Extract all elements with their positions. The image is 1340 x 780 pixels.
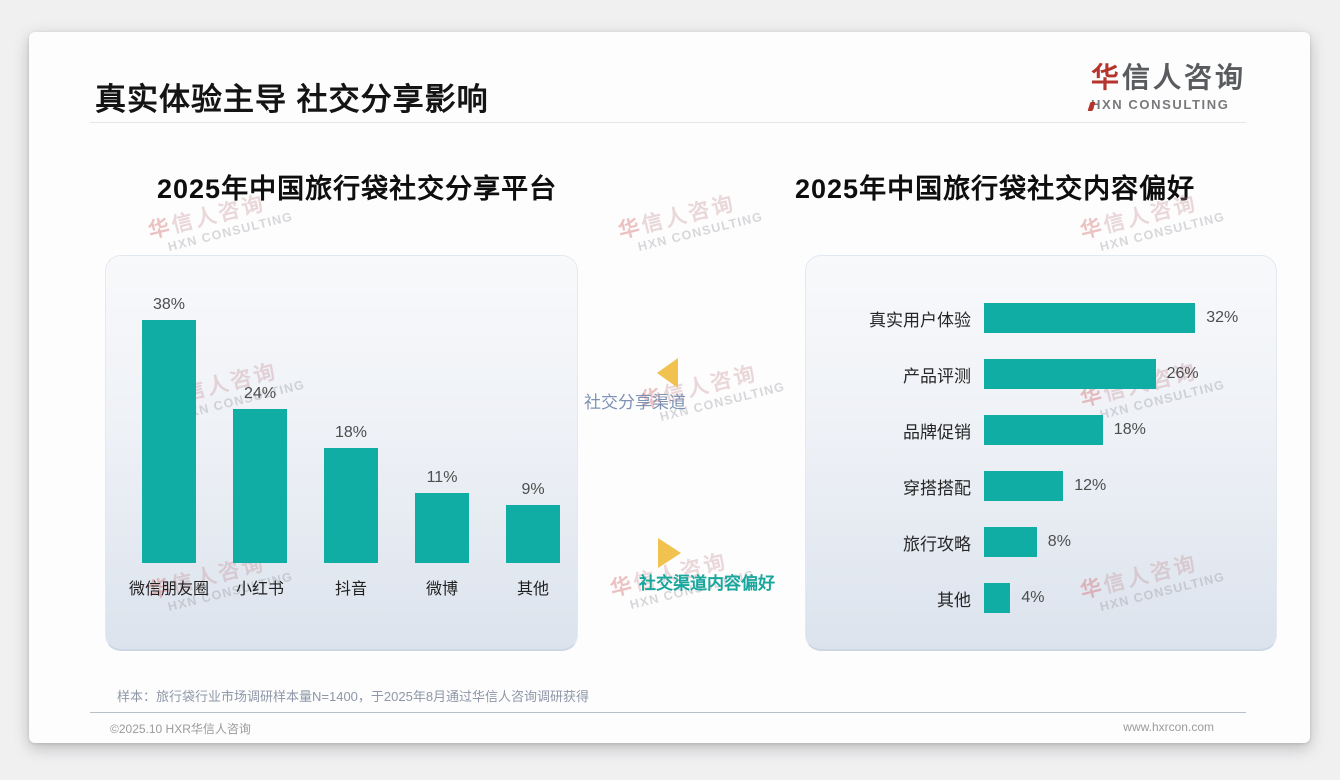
left-chart-title: 2025年中国旅行袋社交分享平台 — [157, 174, 558, 204]
bar-row: 品牌促销 18% — [806, 415, 1276, 445]
bar-category-label: 穿搭搭配 — [903, 478, 971, 498]
sample-footnote: 样本：旅行袋行业市场调研样本量N=1400，于2025年8月通过华信人咨询调研获… — [117, 689, 590, 704]
bar-category-label: 产品评测 — [903, 366, 971, 386]
bar-row: 产品评测 26% — [806, 359, 1276, 389]
bar — [415, 492, 469, 563]
bar-value-label: 8% — [1047, 533, 1071, 550]
bar-column: 9% 其他 — [506, 481, 560, 598]
slide-card: 真实体验主导 社交分享影响 华信人咨询 HXN CONSULTING 2025年… — [29, 32, 1310, 743]
bar — [324, 447, 378, 563]
bar-row: 旅行攻略 8% — [806, 527, 1276, 557]
company-logo: 华信人咨询 HXN CONSULTING — [1087, 56, 1246, 112]
bar-column: 18% 抖音 — [324, 423, 378, 598]
share-channel-label: 社交分享渠道 — [584, 393, 686, 412]
horizontal-bar-chart: 真实用户体验 32% 产品评测 26% 品牌促销 18% 穿搭搭配 12% 旅行… — [806, 303, 1276, 613]
bar — [984, 527, 1037, 557]
bar-category-label: 微博 — [425, 581, 458, 598]
bar-value-label: 11% — [426, 468, 458, 486]
bar-value-label: 18% — [334, 423, 368, 441]
bar-category-label: 真实用户体验 — [869, 310, 971, 330]
bar-value-label: 4% — [1021, 589, 1045, 606]
bar — [984, 415, 1103, 445]
arrow-left-icon — [657, 358, 678, 388]
bar-value-label: 26% — [1166, 365, 1199, 382]
right-chart-title: 2025年中国旅行袋社交内容偏好 — [795, 174, 1196, 204]
bar-column: 11% 微博 — [415, 468, 469, 598]
bar — [984, 359, 1156, 389]
logo-cn-text: 华信人咨询 — [1090, 62, 1246, 93]
right-chart-panel: 真实用户体验 32% 产品评测 26% 品牌促销 18% 穿搭搭配 12% 旅行… — [805, 255, 1277, 651]
bar-value-label: 38% — [152, 295, 186, 313]
bar-category-label: 小红书 — [235, 581, 284, 598]
footer-divider — [90, 712, 1246, 713]
copyright-text: ©2025.10 HXR华信人咨询 — [110, 722, 251, 736]
bar-category-label: 其他 — [516, 581, 549, 598]
bar — [984, 303, 1196, 333]
bar-category-label: 微信朋友圈 — [129, 581, 210, 598]
bar-row: 其他 4% — [806, 583, 1276, 613]
bar-value-label: 18% — [1113, 421, 1146, 438]
content-preference-label: 社交渠道内容偏好 — [639, 574, 775, 593]
left-chart-panel: 38% 微信朋友圈 24% 小红书 18% 抖音 11% 微博 9% — [105, 255, 578, 651]
bar-category-label: 品牌促销 — [903, 422, 971, 442]
bar-value-label: 32% — [1206, 309, 1239, 326]
header-divider — [90, 122, 1246, 123]
website-text: www.hxrcon.com — [1123, 720, 1214, 734]
bar-category-label: 抖音 — [334, 581, 367, 598]
bar-row: 真实用户体验 32% — [806, 303, 1276, 333]
bar-value-label: 12% — [1074, 477, 1107, 494]
bar-column: 38% 微信朋友圈 — [129, 295, 209, 598]
bar-row: 穿搭搭配 12% — [806, 471, 1276, 501]
vertical-bar-chart: 38% 微信朋友圈 24% 小红书 18% 抖音 11% 微博 9% — [129, 295, 560, 598]
page-title: 真实体验主导 社交分享影响 — [95, 82, 489, 117]
bar-category-label: 其他 — [937, 590, 971, 610]
bar-value-label: 9% — [521, 481, 545, 499]
bar — [984, 471, 1064, 501]
bar — [984, 583, 1011, 613]
bar-category-label: 旅行攻略 — [903, 534, 971, 554]
bar-column: 24% 小红书 — [233, 385, 287, 598]
arrow-right-icon — [658, 538, 681, 568]
bar — [142, 319, 196, 563]
logo-en-text: HXN CONSULTING — [1087, 97, 1246, 112]
bar — [233, 409, 287, 563]
bar — [506, 505, 560, 563]
bar-value-label: 24% — [243, 385, 277, 403]
